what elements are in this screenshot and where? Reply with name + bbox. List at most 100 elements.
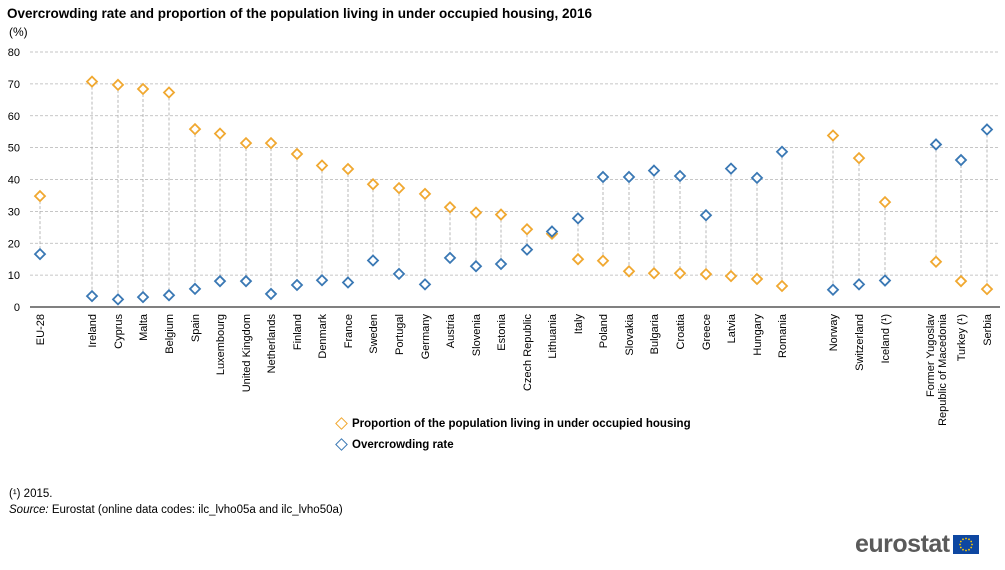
y-tick-label: 10 xyxy=(8,270,20,282)
under-occupied-point xyxy=(878,195,892,209)
overcrowding-point xyxy=(852,278,866,291)
x-tick-label: Cyprus xyxy=(113,314,125,349)
overcrowding-point xyxy=(136,290,150,304)
x-tick-label: Italy xyxy=(573,314,585,335)
overcrowding-point xyxy=(596,170,610,184)
overcrowding-point xyxy=(315,273,329,287)
under-occupied-point xyxy=(622,265,636,278)
under-occupied-point xyxy=(980,282,994,296)
logo-text: eurostat xyxy=(855,530,950,558)
overcrowding-point xyxy=(622,170,636,184)
y-tick-label: 30 xyxy=(8,206,20,218)
overcrowding-point xyxy=(162,288,176,302)
x-tick-label-line: Lithuania xyxy=(547,313,559,359)
x-tick-label-line: Hungary xyxy=(752,314,764,356)
x-tick-label-line: Greece xyxy=(701,314,713,350)
x-tick-label-line: Sweden xyxy=(368,314,380,354)
eu-flag-icon xyxy=(952,535,979,554)
under-occupied-point xyxy=(750,272,764,286)
overcrowding-point xyxy=(111,293,125,306)
legend-item-overcrowding: Overcrowding rate xyxy=(333,434,691,455)
overcrowding-point xyxy=(392,267,406,281)
x-tick-label: Slovakia xyxy=(624,313,636,355)
x-tick-label-line: Slovenia xyxy=(471,313,483,356)
x-tick-label: Estonia xyxy=(496,313,508,351)
legend-label-overcrowding: Overcrowding rate xyxy=(352,438,454,451)
overcrowding-point xyxy=(469,259,483,273)
drop-lines xyxy=(39,81,988,300)
y-tick-label: 50 xyxy=(8,143,20,155)
footnote: (¹) 2015. xyxy=(9,488,53,500)
under-occupied-point xyxy=(418,187,432,201)
x-tick-label: Switzerland xyxy=(854,314,866,371)
x-tick-label: Germany xyxy=(420,314,432,360)
under-occupied-point xyxy=(852,151,866,165)
x-tick-label-line: Switzerland xyxy=(854,314,866,371)
x-tick-label-line: Austria xyxy=(445,313,457,348)
x-tick-label: Ireland xyxy=(87,314,99,348)
x-tick-label-line: Croatia xyxy=(675,313,687,349)
y-tick-label: 40 xyxy=(8,175,20,187)
y-tick-label: 60 xyxy=(8,111,20,123)
overcrowding-point xyxy=(878,274,892,287)
x-tick-label: Croatia xyxy=(675,313,687,349)
x-tick-label-line: EU-28 xyxy=(35,314,47,345)
data-points xyxy=(33,75,994,306)
overcrowding-point xyxy=(571,212,585,225)
overcrowding-point xyxy=(239,274,253,288)
overcrowding-point xyxy=(545,225,559,238)
under-occupied-point xyxy=(775,279,789,293)
overcrowding-point xyxy=(826,283,840,297)
x-tick-label-line: Netherlands xyxy=(266,314,278,374)
x-tick-label: United Kingdom xyxy=(241,314,253,392)
under-occupied-point xyxy=(724,269,738,283)
under-occupied-point xyxy=(647,266,661,280)
x-tick-label: Luxembourg xyxy=(215,314,227,375)
x-tick-labels: EU-28 Ireland Cyprus Malta Belgium Spain Luxem… xyxy=(35,313,994,426)
under-occupied-point xyxy=(699,267,713,281)
under-occupied-point xyxy=(929,255,943,269)
x-tick-label-line: Republic of Macedonia xyxy=(937,313,949,426)
x-tick-label: Turkey (¹) xyxy=(956,314,968,361)
x-tick-label: Norway xyxy=(828,314,840,352)
overcrowding-point xyxy=(188,282,202,296)
x-tick-label-line: Finland xyxy=(292,314,304,350)
x-tick-label-line: Serbia xyxy=(982,313,994,346)
under-occupied-point xyxy=(826,129,840,142)
x-tick-label-line: Estonia xyxy=(496,313,508,351)
x-tick-label: Czech Republic xyxy=(522,314,534,392)
overcrowding-point xyxy=(954,153,968,167)
overcrowding-point xyxy=(980,123,994,136)
overcrowding-point xyxy=(290,278,304,292)
under-occupied-point xyxy=(469,206,483,219)
x-tick-label-line: France xyxy=(343,314,355,348)
y-axis-unit-label: (%) xyxy=(9,25,28,39)
x-tick-label-line: Malta xyxy=(138,313,150,341)
overcrowding-point xyxy=(750,171,764,185)
x-tick-label-line: Slovakia xyxy=(624,313,636,355)
under-occupied-point xyxy=(341,162,355,176)
overcrowding-point xyxy=(418,278,432,291)
x-tick-label-line: Denmark xyxy=(317,314,329,359)
x-tick-label: Slovenia xyxy=(471,313,483,356)
x-tick-label: Sweden xyxy=(368,314,380,354)
under-occupied-point xyxy=(673,266,687,280)
x-tick-label: Iceland (¹) xyxy=(880,314,892,364)
under-occupied-point xyxy=(162,86,176,99)
under-occupied-point xyxy=(954,274,968,288)
overcrowding-point xyxy=(494,257,508,271)
x-tick-label-line: Romania xyxy=(777,313,789,358)
overcrowding-point xyxy=(213,274,227,288)
y-tick-label: 20 xyxy=(8,238,20,250)
overcrowding-point xyxy=(443,251,457,265)
under-occupied-point xyxy=(239,136,253,150)
x-tick-label-line: Iceland (¹) xyxy=(880,314,892,364)
x-tick-label: EU-28 xyxy=(35,314,47,345)
source-note: Source: Eurostat (online data codes: ilc… xyxy=(9,504,343,516)
eurostat-logo: eurostat xyxy=(855,530,979,559)
overcrowding-point xyxy=(673,169,687,183)
overcrowding-point xyxy=(647,164,661,177)
x-tick-label-line: Cyprus xyxy=(113,314,125,349)
under-occupied-point xyxy=(111,78,125,92)
x-tick-label-line: Ireland xyxy=(87,314,99,348)
